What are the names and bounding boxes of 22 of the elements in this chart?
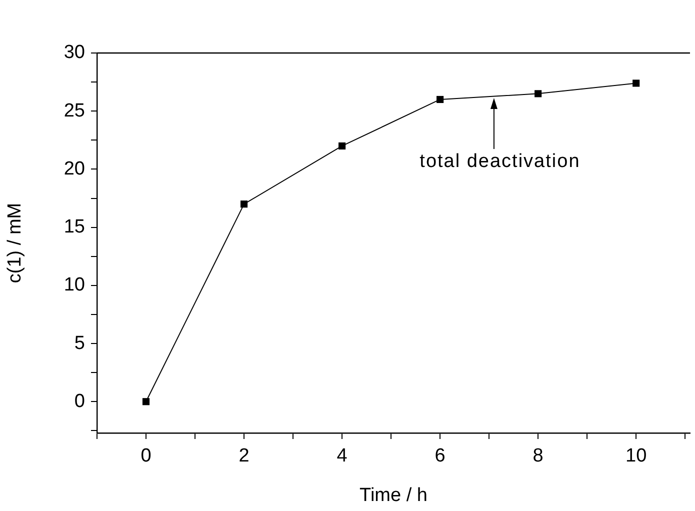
point	[338, 142, 346, 150]
x-tick-label: 2	[238, 446, 250, 467]
point	[240, 200, 248, 208]
x-tick-label: 0	[140, 446, 152, 467]
x-tick-label: 6	[434, 446, 446, 467]
y-tick-label: 10	[64, 274, 85, 296]
x-axis-title: Time / h	[360, 484, 428, 506]
y-tick-label: 0	[74, 390, 85, 412]
point	[534, 90, 542, 98]
point	[436, 96, 444, 104]
y-tick-label: 30	[64, 42, 85, 64]
y-tick-label: 20	[64, 158, 85, 180]
y-tick-label: 25	[64, 100, 85, 122]
x-tick-label: 8	[532, 446, 544, 467]
point	[142, 398, 150, 406]
x-tick-label: 10	[626, 446, 647, 467]
x-tick-label: 4	[336, 446, 348, 467]
annotation: total deactivation	[420, 151, 580, 172]
y-tick-label: 5	[74, 332, 85, 354]
y-tick-label: 15	[64, 216, 85, 238]
y-axis-title: c(1) / mM	[4, 202, 26, 284]
point	[632, 80, 640, 87]
